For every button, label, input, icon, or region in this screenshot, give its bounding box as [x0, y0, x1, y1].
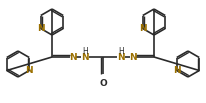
- Text: N: N: [173, 66, 180, 75]
- Text: N: N: [117, 53, 125, 61]
- Text: H: H: [82, 46, 88, 56]
- Text: H: H: [118, 46, 124, 56]
- Text: N: N: [139, 24, 146, 33]
- Text: N: N: [37, 24, 44, 33]
- Text: N: N: [69, 53, 77, 61]
- Text: N: N: [129, 53, 137, 61]
- Text: N: N: [26, 66, 33, 75]
- Text: N: N: [81, 53, 89, 61]
- Text: O: O: [99, 79, 107, 88]
